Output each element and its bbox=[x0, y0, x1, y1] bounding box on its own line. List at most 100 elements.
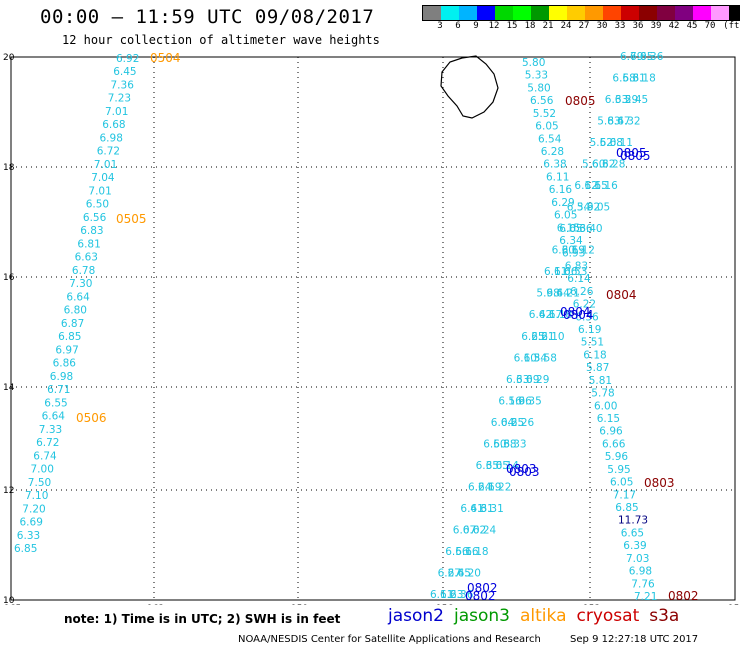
lat-tick-label: 10 bbox=[3, 596, 15, 605]
color-scale-label: 39 bbox=[650, 21, 662, 31]
diag-track-value: 6.21 bbox=[531, 331, 554, 343]
color-scale-label: 70 bbox=[704, 21, 716, 31]
pass-label: 0804 bbox=[563, 308, 594, 322]
diag-track-value: 6.15 bbox=[584, 180, 607, 192]
lat-tick-label: 18 bbox=[3, 163, 15, 173]
left-track-value: 6.98 bbox=[50, 371, 73, 383]
color-swatch bbox=[423, 6, 441, 20]
diag-track-value: 6.44 bbox=[546, 288, 570, 300]
right-track-value: 7.03 bbox=[626, 553, 649, 565]
legend-cryosat: cryosat bbox=[576, 606, 640, 626]
right-track-value: 6.65 bbox=[621, 527, 644, 539]
diag-track-value: 6.10 bbox=[541, 331, 564, 343]
left-track-value: 7.50 bbox=[28, 477, 51, 489]
color-scale-label: 30 bbox=[596, 21, 608, 31]
color-scale-label: 24 bbox=[560, 21, 572, 31]
right-track-value: 6.83 bbox=[565, 260, 588, 272]
footnote: note: 1) Time is in UTC; 2) SWH is in fe… bbox=[64, 612, 341, 626]
right-track-value: 6.54 bbox=[538, 133, 562, 145]
right-track-value: 11.73 bbox=[618, 515, 648, 527]
diag-track-value: 6.18 bbox=[465, 546, 488, 558]
color-scale-label: 33 bbox=[614, 21, 626, 31]
left-track-value: 6.72 bbox=[36, 437, 59, 449]
diag-track-value: 5.60 bbox=[582, 159, 605, 171]
diag-track-value: 6.05 bbox=[630, 51, 653, 63]
diag-track-value: 6.58 bbox=[612, 73, 635, 85]
right-track-value: 6.18 bbox=[583, 349, 606, 361]
diag-track-value: 6.18 bbox=[632, 73, 655, 85]
diag-track-value: 6.34 bbox=[567, 202, 591, 214]
right-track-value: 7.21 bbox=[634, 591, 657, 603]
left-track-value: 6.69 bbox=[20, 517, 43, 529]
left-track-value: 6.56 bbox=[83, 212, 107, 224]
diag-track-value: 6.17 bbox=[539, 309, 562, 321]
diag-track-value: 6.25 bbox=[501, 417, 524, 429]
right-track-value: 6.15 bbox=[557, 222, 580, 234]
diag-track-value: 6.22 bbox=[488, 481, 511, 493]
pass-label: 0803 bbox=[644, 476, 675, 490]
left-track-value: 6.45 bbox=[113, 66, 136, 78]
diag-track-value: 6.31 bbox=[480, 503, 503, 515]
diag-track-value: 6.07 bbox=[453, 524, 476, 536]
lon-tick-label: -153 bbox=[580, 604, 600, 605]
color-scale-label: 42 bbox=[668, 21, 680, 31]
diag-track-value: 6.05 bbox=[486, 460, 509, 472]
right-track-value: 5.80 bbox=[522, 57, 545, 69]
left-track-value: 7.01 bbox=[105, 106, 128, 118]
right-track-value: 6.14 bbox=[567, 273, 591, 285]
diag-track-value: 6.11 bbox=[430, 589, 453, 601]
diag-track-value: 6.35 bbox=[518, 395, 541, 407]
right-track-value: 6.39 bbox=[623, 540, 646, 552]
right-track-value: 5.78 bbox=[591, 388, 614, 400]
color-swatch bbox=[585, 6, 603, 20]
altimeter-tracks: 6.926.457.367.237.016.686.986.727.017.04… bbox=[14, 51, 664, 603]
right-track-value: 6.28 bbox=[541, 146, 564, 158]
pass-label: 0804 bbox=[606, 288, 637, 302]
diag-track-value: 6.24 bbox=[473, 524, 497, 536]
lon-tick-label: -156 bbox=[433, 604, 454, 605]
diag-track-value: 6.05 bbox=[559, 223, 582, 235]
pass-label: 0802 bbox=[467, 581, 498, 595]
diag-track-value: 6.30 bbox=[552, 245, 575, 257]
left-track-value: 6.72 bbox=[97, 146, 120, 158]
diag-track-value: 6.26 bbox=[511, 417, 535, 429]
left-track-value: 7.01 bbox=[94, 159, 117, 171]
right-track-value: 6.26 bbox=[570, 286, 594, 298]
lat-tick-label: 16 bbox=[3, 273, 15, 283]
diag-track-value: 6.16 bbox=[498, 395, 522, 407]
diag-track-value: 6.42 bbox=[529, 309, 552, 321]
color-scale-label: 36 bbox=[632, 21, 644, 31]
color-swatch bbox=[441, 6, 459, 20]
right-track-value: 7.17 bbox=[613, 489, 636, 501]
diag-track-value: 6.32 bbox=[592, 159, 615, 171]
diag-track-value: 6.50 bbox=[483, 438, 506, 450]
diag-track-value: 6.41 bbox=[460, 503, 483, 515]
color-swatch bbox=[477, 6, 495, 20]
left-track-value: 6.50 bbox=[86, 199, 109, 211]
left-track-value: 6.98 bbox=[100, 133, 123, 145]
diag-track-value: 6.27 bbox=[438, 568, 461, 580]
left-track-value: 6.85 bbox=[14, 543, 37, 555]
right-track-value: 5.80 bbox=[527, 82, 550, 94]
right-track-value: 6.29 bbox=[551, 197, 574, 209]
left-track-value: 7.30 bbox=[69, 278, 92, 290]
left-track-value: 7.33 bbox=[39, 424, 62, 436]
page-subtitle: 12 hour collection of altimeter wave hei… bbox=[62, 33, 380, 47]
diag-track-value: 6.40 bbox=[579, 223, 602, 235]
color-swatch bbox=[711, 6, 729, 20]
right-track-value: 6.56 bbox=[530, 95, 554, 107]
diag-track-value: 6.10 bbox=[514, 352, 537, 364]
legend-altika: altika bbox=[520, 606, 567, 626]
right-track-value: 6.05 bbox=[535, 121, 558, 133]
left-track-value: 6.83 bbox=[80, 225, 103, 237]
diag-track-value: 6.36 bbox=[569, 223, 593, 235]
color-scale-label: (ft) bbox=[723, 21, 740, 31]
diag-track-value: 6.16 bbox=[594, 180, 618, 192]
pass-label: 0805 bbox=[620, 149, 651, 163]
color-swatch bbox=[657, 6, 675, 20]
lat-tick-label: 20 bbox=[3, 53, 15, 63]
diag-track-value: 5.52 bbox=[590, 137, 613, 149]
diag-track-value: 6.29 bbox=[615, 94, 638, 106]
left-track-value: 6.71 bbox=[47, 384, 70, 396]
